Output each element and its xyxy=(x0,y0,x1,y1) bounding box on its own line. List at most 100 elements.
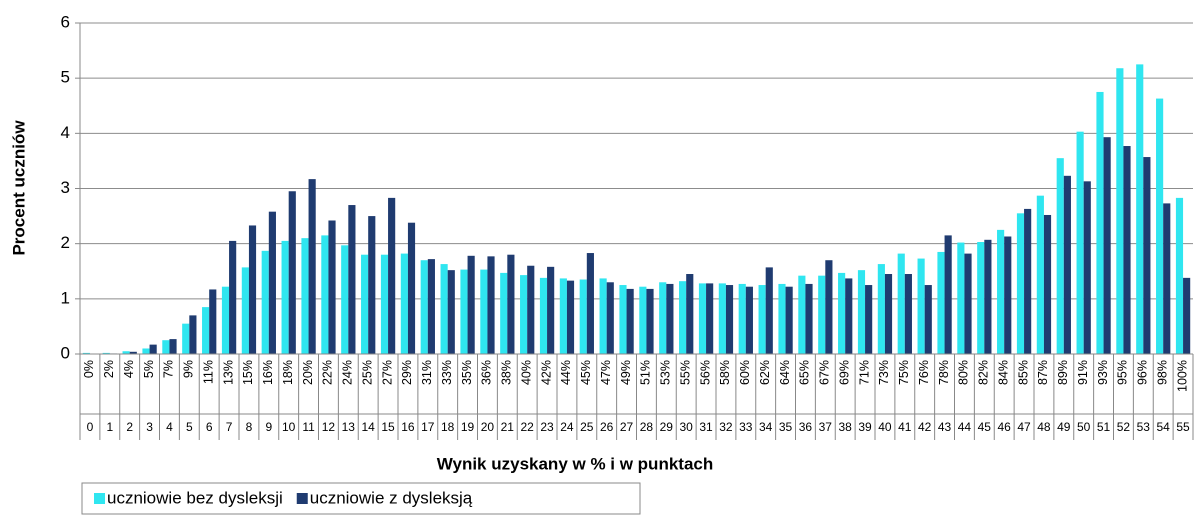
x-tick-label-2: 7 xyxy=(226,420,233,434)
bar xyxy=(1143,157,1151,354)
x-tick-label: 27% xyxy=(380,360,394,385)
bar xyxy=(487,256,495,354)
bar xyxy=(82,352,90,354)
x-tick-label: 64% xyxy=(778,360,792,385)
bar xyxy=(520,275,528,354)
bar xyxy=(997,229,1005,354)
x-tick-label: 98% xyxy=(1155,360,1169,385)
bar xyxy=(686,274,694,354)
bar xyxy=(480,269,488,354)
bar xyxy=(308,179,316,354)
x-tick-label-2: 16 xyxy=(401,420,415,434)
bar xyxy=(440,264,448,354)
x-tick-label-2: 48 xyxy=(1037,420,1051,434)
bar xyxy=(189,315,197,354)
x-tick-label: 56% xyxy=(698,360,712,385)
x-tick-label-2: 35 xyxy=(779,420,793,434)
x-tick-label-2: 21 xyxy=(501,420,515,434)
bar xyxy=(162,340,170,354)
bar xyxy=(778,283,786,354)
x-tick-label: 76% xyxy=(917,360,931,385)
x-tick-label-2: 6 xyxy=(206,420,213,434)
x-tick-label: 33% xyxy=(440,360,454,385)
x-tick-label-2: 1 xyxy=(106,420,113,434)
x-tick-label-2: 20 xyxy=(481,420,495,434)
x-tick-label: 51% xyxy=(639,360,653,385)
x-tick-label: 65% xyxy=(798,360,812,385)
x-tick-label: 53% xyxy=(659,360,673,385)
x-tick-label-2: 41 xyxy=(898,420,912,434)
x-tick-label: 4% xyxy=(122,360,136,378)
x-tick-label-2: 33 xyxy=(739,420,753,434)
bar xyxy=(1183,277,1191,354)
bar xyxy=(1163,203,1171,354)
x-tick-label: 82% xyxy=(977,360,991,385)
y-tick-label: 5 xyxy=(61,68,70,87)
x-tick-label: 71% xyxy=(857,360,871,385)
x-tick-label-2: 46 xyxy=(998,420,1012,434)
bar xyxy=(626,288,634,354)
x-tick-label-2: 3 xyxy=(146,420,153,434)
bar xyxy=(679,281,687,354)
x-tick-label-2: 18 xyxy=(441,420,455,434)
y-tick-label: 2 xyxy=(61,233,70,252)
bar xyxy=(1096,91,1104,354)
bar xyxy=(142,348,150,354)
bar xyxy=(268,211,276,354)
bar xyxy=(857,270,866,354)
bar xyxy=(698,283,707,354)
x-tick-label: 62% xyxy=(758,360,772,385)
bar xyxy=(380,254,389,354)
x-tick-label-2: 28 xyxy=(640,420,654,434)
bar xyxy=(241,267,249,354)
x-tick-label-2: 37 xyxy=(819,420,833,434)
bar xyxy=(427,259,435,354)
bar xyxy=(706,283,714,354)
x-tick-label: 9% xyxy=(182,360,196,378)
x-tick-label: 89% xyxy=(1056,360,1070,385)
x-tick-label: 24% xyxy=(341,360,355,385)
x-tick-label-2: 40 xyxy=(878,420,892,434)
x-tick-label: 35% xyxy=(460,360,474,385)
bar xyxy=(1024,208,1032,354)
bar xyxy=(288,191,296,354)
x-tick-label-2: 44 xyxy=(958,420,972,434)
x-tick-label: 55% xyxy=(678,360,692,385)
bar xyxy=(904,274,912,354)
bar xyxy=(805,283,813,354)
bar xyxy=(586,253,594,354)
x-tick-label-2: 22 xyxy=(521,420,535,434)
x-tick-label: 49% xyxy=(619,360,633,385)
bar xyxy=(388,197,396,354)
bar xyxy=(1103,137,1111,354)
bar xyxy=(937,251,945,354)
y-tick-label: 3 xyxy=(61,178,70,197)
bar xyxy=(248,225,257,354)
x-tick-label-2: 29 xyxy=(660,420,674,434)
y-tick-label: 0 xyxy=(61,343,70,362)
x-axis-title: Wynik uzyskany w % i w punktach xyxy=(437,454,713,473)
bar xyxy=(725,285,734,354)
bar xyxy=(122,351,130,354)
bar xyxy=(1083,181,1091,354)
x-tick-label-2: 10 xyxy=(282,420,296,434)
bar xyxy=(539,277,548,354)
bar xyxy=(884,274,893,354)
bar xyxy=(1136,64,1144,354)
bar xyxy=(666,283,674,354)
bar xyxy=(798,275,806,354)
x-tick-label-2: 27 xyxy=(620,420,634,434)
bar xyxy=(659,282,667,354)
bar xyxy=(229,240,237,354)
x-tick-label: 13% xyxy=(221,360,235,385)
x-tick-label: 7% xyxy=(162,360,176,378)
bar xyxy=(467,255,475,354)
x-tick-label-2: 47 xyxy=(1017,420,1031,434)
legend-swatch xyxy=(296,493,308,504)
bar xyxy=(547,266,555,354)
x-tick-label-2: 14 xyxy=(362,420,376,434)
bar xyxy=(221,286,230,354)
x-tick-label: 78% xyxy=(937,360,951,385)
x-tick-label-2: 2 xyxy=(126,420,133,434)
x-tick-label: 31% xyxy=(420,360,434,385)
